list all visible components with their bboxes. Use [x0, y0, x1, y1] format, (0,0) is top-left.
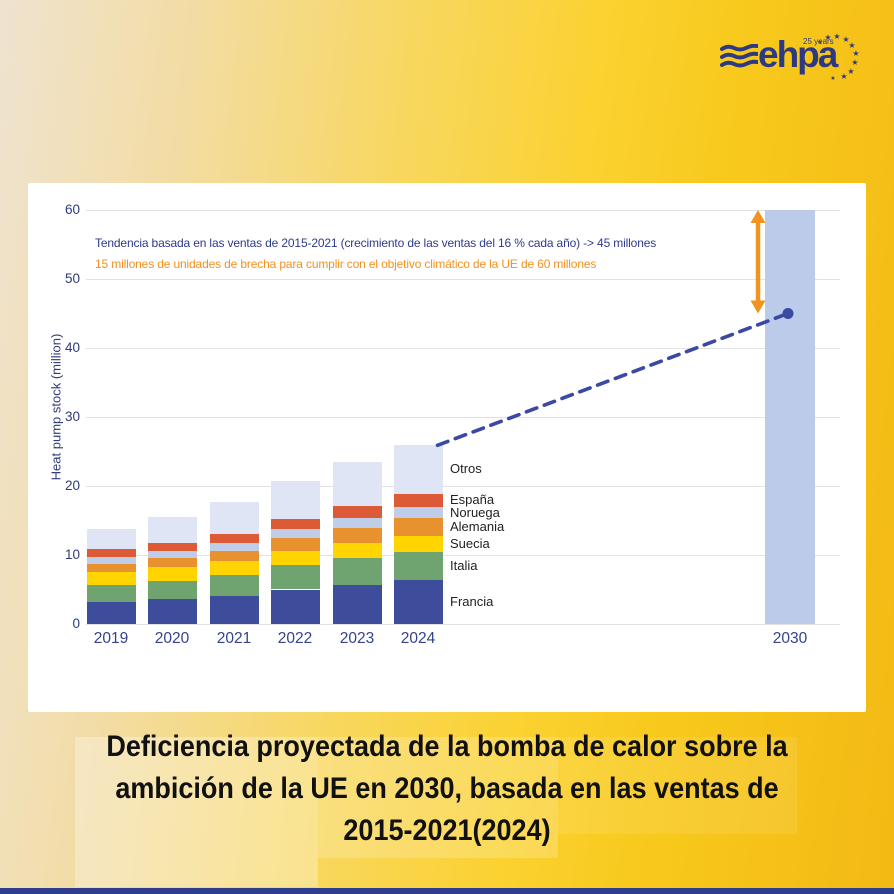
y-tick-label: 30 — [64, 409, 80, 424]
y-tick-label: 60 — [64, 202, 80, 217]
chart-annotation: Tendencia basada en las ventas de 2015-2… — [95, 233, 656, 275]
annotation-trend-line: Tendencia basada en las ventas de 2015-2… — [95, 236, 657, 250]
bar-segment-suecia-2021 — [209, 561, 259, 575]
chart-panel: 0 10 20 30 40 50 60 2019 2020 2021 2022 2023 2024 203… — [28, 183, 866, 712]
series-label-otros: Otros — [450, 461, 482, 477]
title-line-1: Deficiencia proyectada de la bomba de ca… — [106, 730, 788, 763]
bar-segment-italia-2024 — [393, 551, 443, 580]
series-label-alemania: Alemania — [450, 519, 505, 535]
star-icon: ★ — [842, 35, 850, 44]
bar-segment-españa-2024 — [393, 493, 443, 508]
gridline-50 — [86, 279, 840, 280]
bar-segment-otros-2023 — [332, 461, 382, 506]
series-label-italia: Italia — [450, 557, 478, 573]
projection-bar-2030 — [765, 210, 815, 624]
bar-segment-otros-2024 — [393, 445, 443, 494]
star-icon: ★ — [824, 33, 832, 42]
bar-segment-francia-2020 — [147, 599, 197, 624]
bar-segment-otros-2022 — [270, 481, 320, 520]
gridline-0 — [86, 624, 840, 625]
star-icon: ★ — [848, 41, 856, 50]
x-axis-label-2020: 2020 — [154, 630, 190, 647]
bar-segment-noruega-2020 — [147, 550, 197, 559]
star-icon: ★ — [817, 40, 823, 46]
title-line-3: 2015-2021(2024) — [343, 814, 551, 847]
plot-area: 0 10 20 30 40 50 60 2019 2020 2021 2022 2023 2024 203… — [28, 183, 866, 712]
bar-segment-alemania-2023 — [332, 528, 382, 543]
bar-segment-noruega-2023 — [332, 517, 382, 529]
bar-segment-otros-2019 — [86, 528, 136, 550]
bar-segment-españa-2020 — [147, 542, 197, 551]
series-label-francia: Francia — [450, 593, 494, 609]
x-axis-label-2024: 2024 — [400, 630, 436, 647]
y-axis-title: Heat pump stock (million) — [48, 333, 64, 481]
bar-segment-italia-2020 — [147, 580, 197, 600]
annotation-gap-line: 15 millones de unidades de brecha para c… — [95, 257, 597, 271]
bar-segment-alemania-2019 — [86, 563, 136, 573]
bar-segment-noruega-2021 — [209, 542, 259, 551]
bottom-accent-bar — [0, 888, 894, 894]
bar-segment-españa-2019 — [86, 549, 136, 558]
title-highlight-block — [75, 737, 318, 887]
bar-segment-suecia-2020 — [147, 567, 197, 581]
bar-segment-francia-2024 — [393, 579, 443, 624]
gridline-20 — [86, 486, 840, 487]
logo-brand-text: ehpa — [758, 34, 838, 75]
page-title: Deficiencia proyectada de la bomba de ca… — [87, 726, 807, 852]
bar-segment-francia-2019 — [86, 601, 136, 624]
gridline-10 — [86, 555, 840, 556]
x-axis-label-2023: 2023 — [339, 630, 375, 647]
gridline-60 — [86, 210, 840, 211]
bar-segment-alemania-2020 — [147, 558, 197, 568]
series-label-noruega: Noruega — [450, 504, 500, 520]
star-icon: ★ — [840, 72, 848, 81]
y-tick-label: 20 — [64, 478, 80, 493]
bar-segment-suecia-2022 — [270, 550, 320, 566]
bar-segment-suecia-2023 — [332, 542, 382, 558]
series-label-suecia: Suecia — [450, 535, 490, 551]
series-label-españa: España — [450, 492, 495, 508]
bar-segment-otros-2021 — [209, 501, 259, 534]
bar-segment-alemania-2024 — [393, 518, 443, 536]
logo-tagline: 25 years — [803, 37, 834, 46]
x-axis-label-2022: 2022 — [277, 630, 313, 647]
title-highlight-block — [318, 737, 558, 858]
gridline-30 — [86, 417, 840, 418]
x-axis-label-2030: 2030 — [772, 630, 808, 647]
bar-segment-noruega-2024 — [393, 507, 443, 519]
title-line-2: ambición de la UE en 2030, basada en las… — [115, 772, 779, 805]
bar-segment-francia-2021 — [209, 595, 259, 624]
bar-segment-alemania-2021 — [209, 550, 259, 562]
bar-segment-italia-2019 — [86, 584, 136, 602]
star-icon: ★ — [851, 58, 859, 67]
ehpa-logo: ehpa 25 years ★ ★ ★ ★ ★ ★ ★ ★ ★ ★ — [712, 28, 864, 86]
title-highlight-block — [558, 737, 797, 834]
star-icon: ★ — [847, 67, 855, 76]
bar-segment-españa-2022 — [270, 519, 320, 530]
bar-segment-italia-2022 — [270, 565, 320, 590]
x-axis-label-2019: 2019 — [93, 630, 129, 647]
y-tick-label: 40 — [64, 340, 80, 355]
bar-segment-noruega-2022 — [270, 529, 320, 539]
y-tick-label: 10 — [64, 547, 80, 562]
bar-segment-españa-2023 — [332, 506, 382, 518]
bar-segment-italia-2021 — [209, 575, 259, 596]
bar-segment-francia-2023 — [332, 584, 382, 624]
star-icon: ★ — [830, 76, 836, 82]
x-axis-label-2021: 2021 — [216, 630, 252, 647]
bar-segment-francia-2022 — [270, 589, 320, 624]
star-icon: ★ — [833, 32, 841, 41]
gridline-40 — [86, 348, 840, 349]
bar-segment-otros-2020 — [147, 517, 197, 543]
bar-segment-españa-2021 — [209, 533, 259, 543]
y-tick-label: 50 — [64, 271, 80, 286]
bar-segment-suecia-2024 — [393, 535, 443, 552]
bar-segment-italia-2023 — [332, 557, 382, 585]
bar-segment-alemania-2022 — [270, 538, 320, 551]
bar-segment-suecia-2019 — [86, 572, 136, 585]
star-icon: ★ — [852, 49, 860, 58]
y-tick-label: 0 — [72, 616, 80, 631]
bar-segment-noruega-2019 — [86, 557, 136, 564]
waves-icon — [720, 44, 758, 68]
